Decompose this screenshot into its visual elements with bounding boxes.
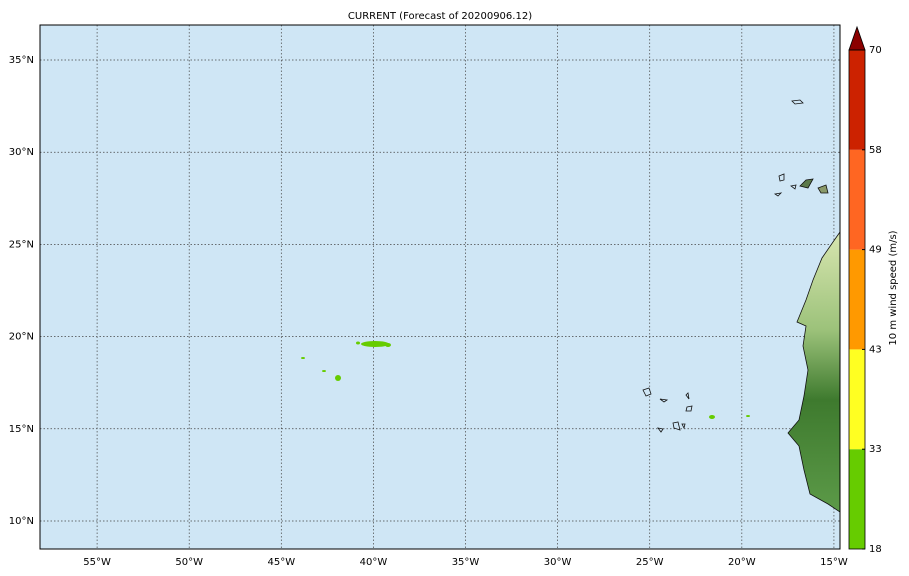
colorbar-tick-label: 49 <box>869 245 882 256</box>
colorbar: 18 33 43 49 58 70 <box>848 25 882 555</box>
lon-label: 45°W <box>267 557 295 568</box>
colorbar-tick-label: 58 <box>869 145 882 156</box>
map-frame <box>39 24 841 550</box>
colorbar-tick-label: 33 <box>869 444 882 455</box>
colorbar-extend <box>848 25 866 51</box>
lat-label: 10°N <box>9 516 34 527</box>
lat-label: 30°N <box>9 147 34 158</box>
colorbar-segment <box>849 50 865 150</box>
lon-label: 15°W <box>820 557 848 568</box>
colorbar-segment <box>849 449 865 549</box>
lon-label: 40°W <box>360 557 388 568</box>
lat-label: 35°N <box>9 55 34 66</box>
lat-label: 15°N <box>9 424 34 435</box>
colorbar-segment <box>849 149 865 250</box>
lon-label: 20°W <box>728 557 756 568</box>
land <box>642 99 841 513</box>
colorbar-tick-label: 43 <box>869 344 882 355</box>
map-title: CURRENT (Forecast of 20200906.12) <box>348 11 532 22</box>
lon-label: 55°W <box>83 557 111 568</box>
ocean <box>40 25 840 549</box>
colorbar-tick-label: 70 <box>869 45 882 56</box>
lat-label: 25°N <box>9 239 34 250</box>
lat-label: 20°N <box>9 332 34 343</box>
lon-label: 50°W <box>175 557 203 568</box>
colorbar-segment <box>849 249 865 350</box>
wind-patches <box>301 341 750 419</box>
colorbar-tick-label: 18 <box>869 544 882 555</box>
colorbar-segment <box>849 349 865 450</box>
lon-label: 30°W <box>544 557 572 568</box>
lon-label: 35°W <box>452 557 480 568</box>
lon-label: 25°W <box>636 557 664 568</box>
colorbar-label: 10 m wind speed (m/s) <box>888 230 899 345</box>
graticule <box>40 25 840 549</box>
colorbar-frame <box>848 49 866 550</box>
